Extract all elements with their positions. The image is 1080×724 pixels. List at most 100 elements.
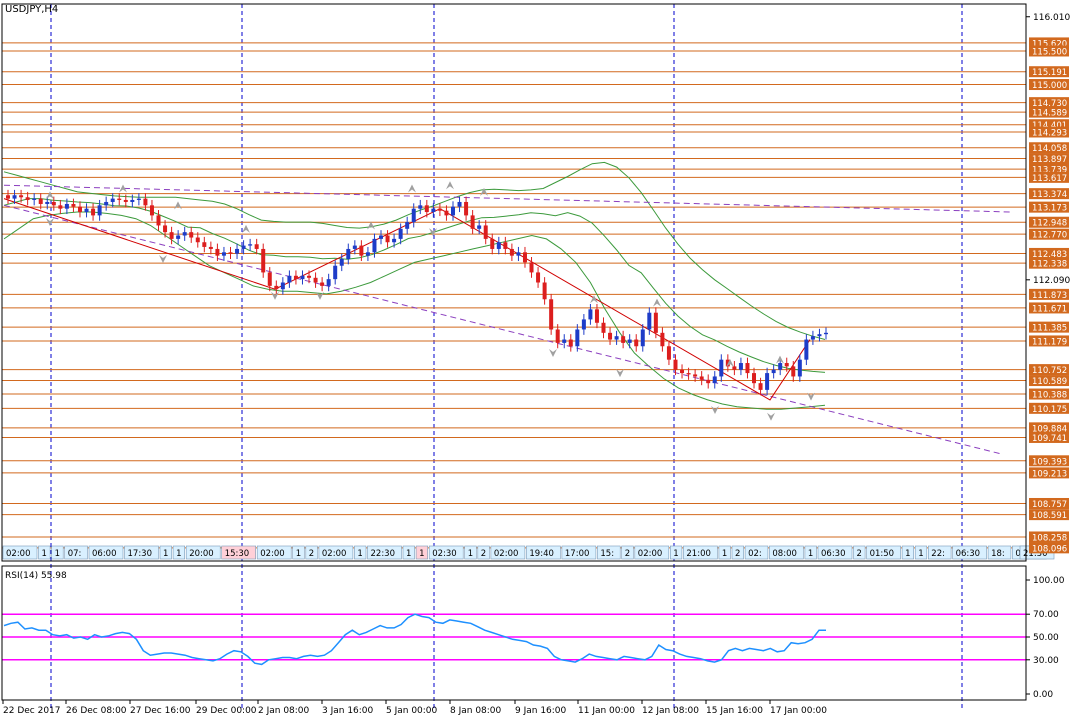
candle-body[interactable] [110,198,115,202]
candle-body[interactable] [424,205,429,213]
candle-body[interactable] [235,248,240,254]
candle-body[interactable] [261,248,266,273]
candle-body[interactable] [228,252,233,254]
candle-body[interactable] [6,195,10,199]
candle-body[interactable] [640,329,645,347]
candle-body[interactable] [117,198,122,200]
event-label[interactable]: 15: [597,545,621,560]
candle-body[interactable] [300,275,305,280]
candle-body[interactable] [824,332,828,335]
candle-body[interactable] [791,366,796,377]
candle-body[interactable] [752,373,757,384]
candle-body[interactable] [97,205,102,216]
candle-body[interactable] [19,195,24,198]
event-label[interactable]: 2 [305,545,318,560]
candle-body[interactable] [418,205,423,209]
event-label[interactable]: 02:30 [428,545,464,560]
candle-body[interactable] [25,197,30,200]
event-label[interactable]: 06:30 [952,545,987,560]
event-label[interactable]: 06:00 [88,545,124,560]
candle-body[interactable] [274,285,279,290]
candle-body[interactable] [732,366,737,370]
candle-body[interactable] [765,373,770,390]
candle-body[interactable] [529,262,534,273]
trendline-support[interactable] [3,204,1001,455]
candle-body[interactable] [614,336,619,340]
candle-body[interactable] [182,232,187,236]
candle-body[interactable] [287,275,292,283]
candle-body[interactable] [719,359,724,377]
event-label[interactable]: 22: [927,545,952,560]
candle-body[interactable] [123,199,128,202]
candle-body[interactable] [248,244,253,246]
candle-body[interactable] [156,215,161,226]
candle-body[interactable] [372,238,377,253]
candle-body[interactable] [352,245,357,249]
candle-body[interactable] [189,232,194,238]
candle-body[interactable] [280,282,285,290]
event-label[interactable]: 02:00 [634,545,670,560]
candle-body[interactable] [725,359,730,367]
candle-body[interactable] [581,319,586,330]
candle-body[interactable] [509,248,514,256]
candle-body[interactable] [163,225,168,233]
candle-body[interactable] [326,279,331,286]
candle-body[interactable] [516,252,521,256]
candle-body[interactable] [293,275,298,280]
candle-body[interactable] [84,208,89,213]
candle-body[interactable] [797,359,802,377]
candle-body[interactable] [365,252,370,256]
event-label[interactable]: 18: [987,545,1012,560]
candle-body[interactable] [398,228,403,239]
candle-body[interactable] [143,198,148,206]
candle-body[interactable] [647,312,652,330]
event-label[interactable]: 20:00 [185,545,221,560]
candle-body[interactable] [627,339,632,343]
event-label[interactable]: 1 [159,545,172,560]
candle-body[interactable] [208,246,213,249]
candle-body[interactable] [693,374,698,377]
candle-body[interactable] [51,201,56,206]
candle-body[interactable] [431,208,436,213]
event-label[interactable]: 1 [669,545,683,560]
candle-body[interactable] [568,339,573,347]
candle-body[interactable] [555,329,560,343]
candle-body[interactable] [562,339,567,343]
candle-body[interactable] [673,359,678,370]
event-label[interactable]: 01:50 [866,545,901,560]
candle-body[interactable] [444,210,449,216]
candle-body[interactable] [267,272,272,286]
candle-body[interactable] [706,379,711,384]
candle-body[interactable] [333,265,338,280]
trendline-resistance[interactable] [3,184,1013,213]
candle-body[interactable] [771,369,776,374]
event-label[interactable]: 1 [804,545,817,560]
event-label[interactable]: 21:00 [683,545,718,560]
candle-body[interactable] [339,259,344,266]
event-label[interactable]: 2 [621,545,634,560]
candle-body[interactable] [490,238,495,249]
candle-body[interactable] [241,245,246,249]
candle-body[interactable] [149,205,154,216]
candle-body[interactable] [594,309,599,323]
candle-body[interactable] [359,245,364,256]
candle-body[interactable] [136,198,141,200]
event-label[interactable]: 1 [292,545,305,560]
event-label[interactable]: 15:30 [221,545,256,560]
candle-body[interactable] [666,346,671,360]
event-label[interactable]: 02:00 [490,545,526,560]
candle-body[interactable] [542,282,547,300]
candle-body[interactable] [405,222,410,229]
rsi-line[interactable] [3,613,826,666]
candle-body[interactable] [320,282,325,286]
candle-body[interactable] [817,334,822,337]
candle-body[interactable] [77,206,82,213]
candle-body[interactable] [411,208,416,223]
event-label[interactable]: 02: [744,545,769,560]
candle-body[interactable] [202,242,207,247]
candle-body[interactable] [601,322,606,333]
candle-body[interactable] [549,299,554,330]
candle-body[interactable] [680,369,685,374]
candle-body[interactable] [58,205,63,209]
